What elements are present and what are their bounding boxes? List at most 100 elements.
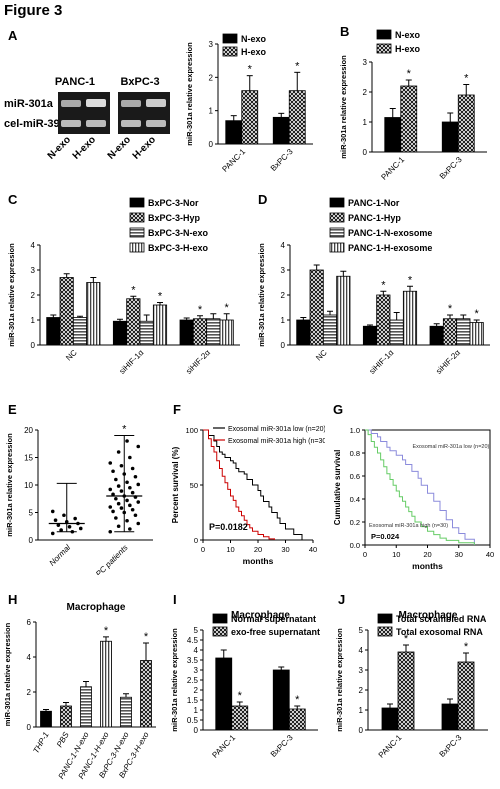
significance-marker: * xyxy=(464,641,469,653)
data-point xyxy=(116,450,121,454)
bar xyxy=(112,320,128,346)
legend-swatch xyxy=(376,29,392,40)
significance-marker: * xyxy=(144,631,149,643)
category-label: siHIF-1α xyxy=(118,348,146,376)
bar xyxy=(402,290,418,346)
y-axis-label: miR-301a relative expression xyxy=(3,622,12,726)
legend-label: N-exo xyxy=(395,30,421,40)
chart-b: B 0 1 2 3 miR-301a relative expression * PANC-1… xyxy=(339,24,487,182)
legend-swatch xyxy=(129,212,145,223)
legend-label: BxPC-3-H-exo xyxy=(148,243,209,253)
category-label: siHIF-2α xyxy=(434,348,462,376)
y-tick-label: 5 xyxy=(194,626,199,635)
y-tick-label: 0 xyxy=(29,536,34,545)
chart-j: J 0 1 2 3 4 5 miR-301a relative expression Macro… xyxy=(335,592,488,760)
bar xyxy=(376,294,391,346)
y-axis-label: Cumulative survival xyxy=(333,450,342,526)
bar xyxy=(384,117,402,153)
blot-lane-label: N-exo xyxy=(46,134,73,161)
y-axis-label: miR-301a relative expression xyxy=(5,433,14,537)
data-point xyxy=(136,444,141,449)
legend-swatch xyxy=(222,46,238,57)
legend-swatch xyxy=(129,197,145,208)
data-point xyxy=(128,485,132,490)
significance-marker: * xyxy=(408,274,413,286)
y-tick-label: 10 xyxy=(24,481,33,490)
y-tick-label: 0 xyxy=(27,723,32,732)
y-tick-label: 0 xyxy=(359,726,364,735)
bar xyxy=(456,318,471,346)
legend-label: PANC-1-N-exosome xyxy=(348,228,432,238)
data-point xyxy=(136,500,141,504)
bar xyxy=(192,318,208,346)
data-point xyxy=(53,518,58,522)
y-tick-label: 0 xyxy=(363,148,368,157)
legend-label: Total scrambled RNA xyxy=(396,614,487,624)
bar xyxy=(72,317,88,346)
legend-swatch xyxy=(129,242,145,253)
y-axis-label: miR-301a relative expression xyxy=(257,243,266,347)
bar xyxy=(309,269,324,346)
legend-swatch xyxy=(212,626,228,637)
bar xyxy=(441,703,459,731)
data-point xyxy=(59,528,63,532)
category-label: PBS xyxy=(55,730,71,749)
y-tick-label: 20 xyxy=(24,426,33,435)
data-point xyxy=(114,516,118,520)
x-tick-label: 10 xyxy=(392,550,400,559)
x-axis-label: months xyxy=(243,556,274,566)
y-tick-label: 2 xyxy=(363,88,368,97)
bar xyxy=(225,120,243,145)
y-tick-label: 2 xyxy=(281,291,286,300)
y-tick-label: 1 xyxy=(359,706,364,715)
survival-curve xyxy=(365,429,475,545)
panel-label-a: A xyxy=(8,28,18,43)
category-label: BxPC-3 xyxy=(438,155,464,181)
legend-label: PANC-1-Nor xyxy=(348,198,400,208)
data-point xyxy=(128,503,132,508)
data-point xyxy=(50,531,55,536)
significance-marker: * xyxy=(158,291,163,303)
bar xyxy=(336,275,351,346)
y-axis-label: miR-301a relative expression xyxy=(7,243,16,347)
blot-gel-2 xyxy=(118,92,170,134)
data-point xyxy=(125,498,129,503)
y-tick-label: 4 xyxy=(194,646,199,655)
y-axis-label: miR-301a relative expression xyxy=(185,42,194,146)
data-point xyxy=(108,487,113,492)
significance-marker: * xyxy=(381,279,386,291)
chart-c: C 0 1 2 3 4 miR-301a relative expression NC * * si… xyxy=(7,192,240,376)
blot-row-label-2: cel-miR-39 xyxy=(4,118,60,130)
chart-e: E 0 5 10 15 20 miR-301a relative expression Nor… xyxy=(5,402,153,575)
significance-marker: * xyxy=(475,308,480,320)
bar xyxy=(215,657,233,731)
legend-label: Exosomal miR-301a low (n=20) xyxy=(228,426,325,433)
bar xyxy=(288,708,306,731)
blot-panel: A PANC-1 BxPC-3 miR-301a cel-miR-39 N-ex… xyxy=(4,28,170,162)
legend-swatch xyxy=(329,197,345,208)
category-label: BxPC-3 xyxy=(438,733,464,759)
data-point xyxy=(119,489,124,493)
legend-label: Total exosomal RNA xyxy=(396,627,483,637)
data-point xyxy=(111,492,115,497)
legend-label: Normal supernatant xyxy=(231,614,316,624)
significance-marker: * xyxy=(238,690,243,702)
panel-label: F xyxy=(173,402,181,417)
blot-band xyxy=(121,100,141,107)
bar xyxy=(381,707,399,731)
bar xyxy=(272,669,290,731)
legend-label: exo-free supernatant xyxy=(231,627,320,637)
y-tick-label: 15 xyxy=(24,454,33,463)
legend-label: PANC-1-Hyp xyxy=(348,213,401,223)
y-tick-label: 50 xyxy=(190,481,198,490)
significance-marker: * xyxy=(248,64,253,76)
data-point xyxy=(111,509,115,514)
category-label: BxPC-3 xyxy=(269,147,295,173)
data-point xyxy=(108,505,113,509)
bar xyxy=(389,319,404,346)
bar xyxy=(60,705,72,728)
curve-label: Exosomal miR-301a high (n=30) xyxy=(369,523,448,529)
data-point xyxy=(116,501,121,506)
category-label: Normal xyxy=(48,543,73,568)
blot-band xyxy=(146,120,166,127)
